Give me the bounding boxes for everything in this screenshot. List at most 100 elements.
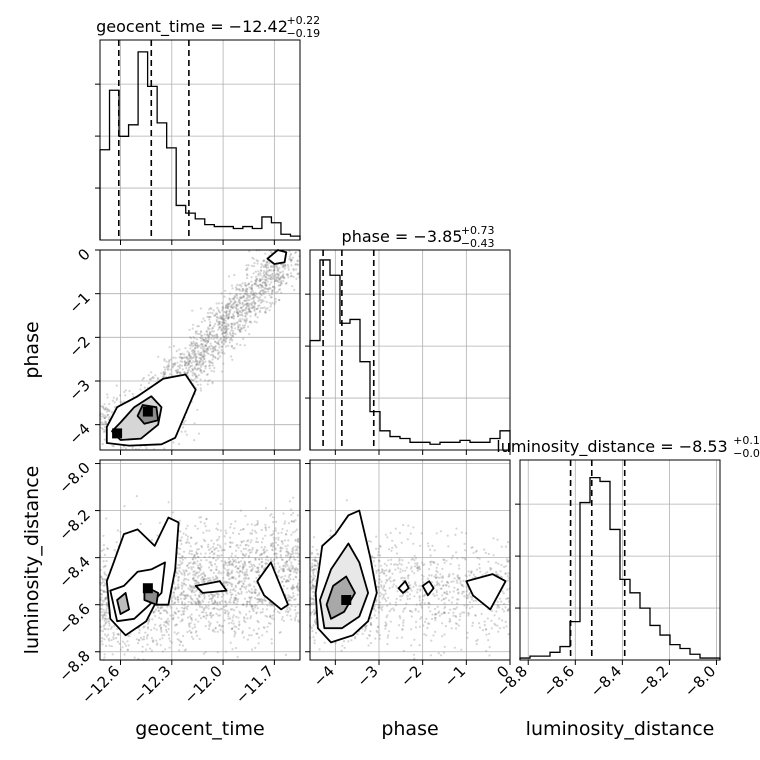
panel-luminosity_distance-vs-geocent_time-point — [251, 548, 254, 551]
panel-luminosity_distance-vs-geocent_time-point — [195, 580, 198, 583]
panel-phase-vs-geocent_time-point — [294, 250, 298, 254]
panel-luminosity_distance-vs-geocent_time-point — [233, 633, 236, 636]
panel-phase-vs-geocent_time-point — [103, 428, 106, 431]
panel-phase-vs-geocent_time-point — [105, 410, 108, 413]
panel-phase-vs-geocent_time-point — [248, 320, 251, 323]
panel-luminosity_distance-vs-geocent_time-point — [174, 586, 177, 589]
panel-phase-vs-geocent_time-point — [224, 339, 228, 343]
panel-phase-vs-geocent_time-point — [246, 299, 249, 302]
panel-phase-vs-geocent_time-point — [260, 266, 263, 269]
panel-phase-vs-geocent_time-point — [236, 297, 239, 300]
panel-luminosity_distance-vs-geocent_time-point — [294, 538, 297, 541]
panel-phase-vs-geocent_time-point — [212, 355, 215, 358]
panel-phase-vs-geocent_time-point — [274, 297, 277, 300]
panel-phase-vs-geocent_time-point — [213, 314, 216, 317]
panel-phase-vs-geocent_time-point — [235, 303, 238, 307]
title-phase-upper: +0.73 — [461, 224, 495, 237]
panel-luminosity_distance-vs-geocent_time-point — [249, 532, 252, 535]
panel-phase-vs-geocent_time-point — [172, 356, 175, 359]
panel-luminosity_distance-vs-geocent_time-point — [244, 573, 247, 577]
panel-luminosity_distance-vs-geocent_time-point — [288, 606, 291, 609]
panel-phase-vs-geocent_time-point — [251, 293, 254, 297]
panel-luminosity_distance-vs-geocent_time-point — [294, 619, 297, 622]
panel-phase-vs-geocent_time-point — [292, 269, 295, 272]
panel-phase-vs-geocent_time-point — [286, 264, 289, 267]
panel-luminosity_distance-vs-geocent_time-point — [135, 495, 138, 498]
panel-phase-vs-geocent_time-point — [278, 271, 281, 274]
panel-luminosity_distance-vs-geocent_time-point — [180, 584, 183, 587]
panel-luminosity_distance-vs-geocent_time-point — [258, 558, 261, 561]
panel-luminosity_distance-vs-geocent_time-point — [288, 556, 291, 559]
panel-luminosity_distance-vs-geocent_time-point — [243, 580, 246, 583]
panel-phase-vs-geocent_time-point — [232, 317, 235, 320]
panel-phase-vs-geocent_time-point — [230, 322, 233, 325]
panel-luminosity_distance-vs-geocent_time-point — [168, 620, 171, 623]
panel-luminosity_distance-vs-geocent_time-point — [282, 512, 285, 515]
panel-phase-vs-geocent_time-point — [227, 323, 230, 326]
panel-luminosity_distance-vs-geocent_time-point — [226, 571, 230, 574]
panel-phase-vs-geocent_time-point — [206, 330, 209, 333]
panel-luminosity_distance-vs-phase-point — [434, 630, 437, 634]
panel-luminosity_distance-vs-geocent_time-point — [296, 584, 299, 587]
panel-luminosity_distance-vs-geocent_time-point — [195, 630, 198, 633]
panel-phase-vs-geocent_time-point — [172, 345, 176, 348]
panel-luminosity_distance-vs-geocent_time-point — [156, 606, 160, 609]
panel-luminosity_distance-vs-geocent_time-point — [160, 605, 163, 608]
panel-luminosity_distance-vs-geocent_time-point — [270, 513, 273, 516]
panel-phase-vs-geocent_time-point — [215, 320, 218, 323]
panel-luminosity_distance-vs-geocent_time-point — [255, 523, 258, 526]
panel-luminosity_distance-vs-geocent_time-point — [256, 594, 259, 597]
panel-luminosity_distance-vs-geocent_time-point — [162, 609, 165, 612]
panel-phase-vs-geocent_time-point — [198, 360, 201, 363]
panel-phase-vs-geocent_time-point — [228, 312, 231, 315]
panel-phase-vs-geocent_time-point — [255, 292, 258, 295]
panel-luminosity_distance-vs-geocent_time-point — [277, 562, 280, 565]
panel-luminosity_distance-vs-geocent_time-point — [202, 571, 205, 574]
panel-luminosity_distance-vs-geocent_time-point — [272, 521, 275, 524]
panel-luminosity_distance-vs-geocent_time-point — [196, 555, 199, 559]
panel-phase-vs-geocent_time-point — [206, 342, 209, 345]
panel-luminosity_distance-vs-geocent_time-point — [223, 605, 226, 608]
panel-luminosity_distance-vs-geocent_time-point — [102, 614, 106, 617]
panel-luminosity_distance-vs-geocent_time-point — [197, 600, 200, 603]
panel-phase-vs-geocent_time-point — [244, 289, 247, 292]
panel-phase-vs-geocent_time-point — [235, 342, 238, 346]
panel-luminosity_distance-vs-geocent_time-point — [244, 577, 247, 580]
panel-phase-vs-geocent_time-point — [220, 321, 223, 324]
panel-phase-vs-geocent_time-point — [246, 296, 249, 299]
panel-phase-vs-geocent_time-point — [220, 329, 223, 332]
panel-phase-vs-geocent_time-point — [205, 373, 209, 376]
panel-phase-vs-geocent_time-point — [245, 276, 249, 280]
panel-luminosity_distance-vs-geocent_time-point — [260, 553, 263, 557]
panel-phase-vs-geocent_time-point — [115, 398, 118, 401]
panel-phase-vs-geocent_time-point — [253, 308, 256, 311]
panel-luminosity_distance-vs-geocent_time-point — [229, 601, 232, 604]
panel-luminosity_distance-vs-geocent_time-point — [180, 557, 183, 560]
panel-luminosity_distance-vs-geocent_time-point — [104, 621, 107, 624]
panel-phase-vs-geocent_time-point — [230, 300, 233, 303]
panel-phase-vs-geocent_time-point — [183, 360, 186, 363]
panel-luminosity_distance-vs-geocent_time-point — [293, 617, 297, 620]
panel-luminosity_distance-vs-geocent_time-point — [190, 631, 193, 634]
panel-luminosity_distance-vs-geocent_time-point — [277, 575, 280, 578]
panel-phase-vs-geocent_time-point — [207, 352, 210, 355]
panel-phase-vs-geocent_time-point — [187, 363, 190, 366]
panel-phase-vs-geocent_time-point — [180, 357, 183, 360]
panel-luminosity_distance-vs-geocent_time-point — [215, 565, 218, 568]
panel-luminosity_distance-vs-geocent_time-point — [273, 558, 276, 561]
panel-luminosity_distance-vs-geocent_time-point — [195, 571, 198, 574]
panel-phase-vs-geocent_time-point — [123, 445, 126, 448]
panel-luminosity_distance-vs-geocent_time-point — [184, 595, 187, 598]
panel-luminosity_distance-vs-geocent_time-point — [274, 548, 277, 551]
hist-phase-frame — [309, 249, 511, 451]
panel-luminosity_distance-vs-geocent_time-point — [247, 561, 251, 564]
panel-phase-vs-geocent_time-point — [230, 316, 233, 319]
panel-luminosity_distance-vs-geocent_time-point — [280, 540, 283, 543]
panel-luminosity_distance-vs-geocent_time-point — [290, 508, 293, 511]
panel-phase-vs-geocent_time-point — [261, 289, 264, 292]
panel-phase-vs-geocent_time-point — [260, 294, 263, 297]
panel-phase-vs-geocent_time-point — [217, 323, 221, 326]
panel-phase-vs-geocent_time-point — [223, 352, 226, 355]
panel-luminosity_distance-vs-geocent_time-point — [246, 600, 249, 604]
panel-phase-vs-geocent_time-point — [296, 263, 299, 266]
